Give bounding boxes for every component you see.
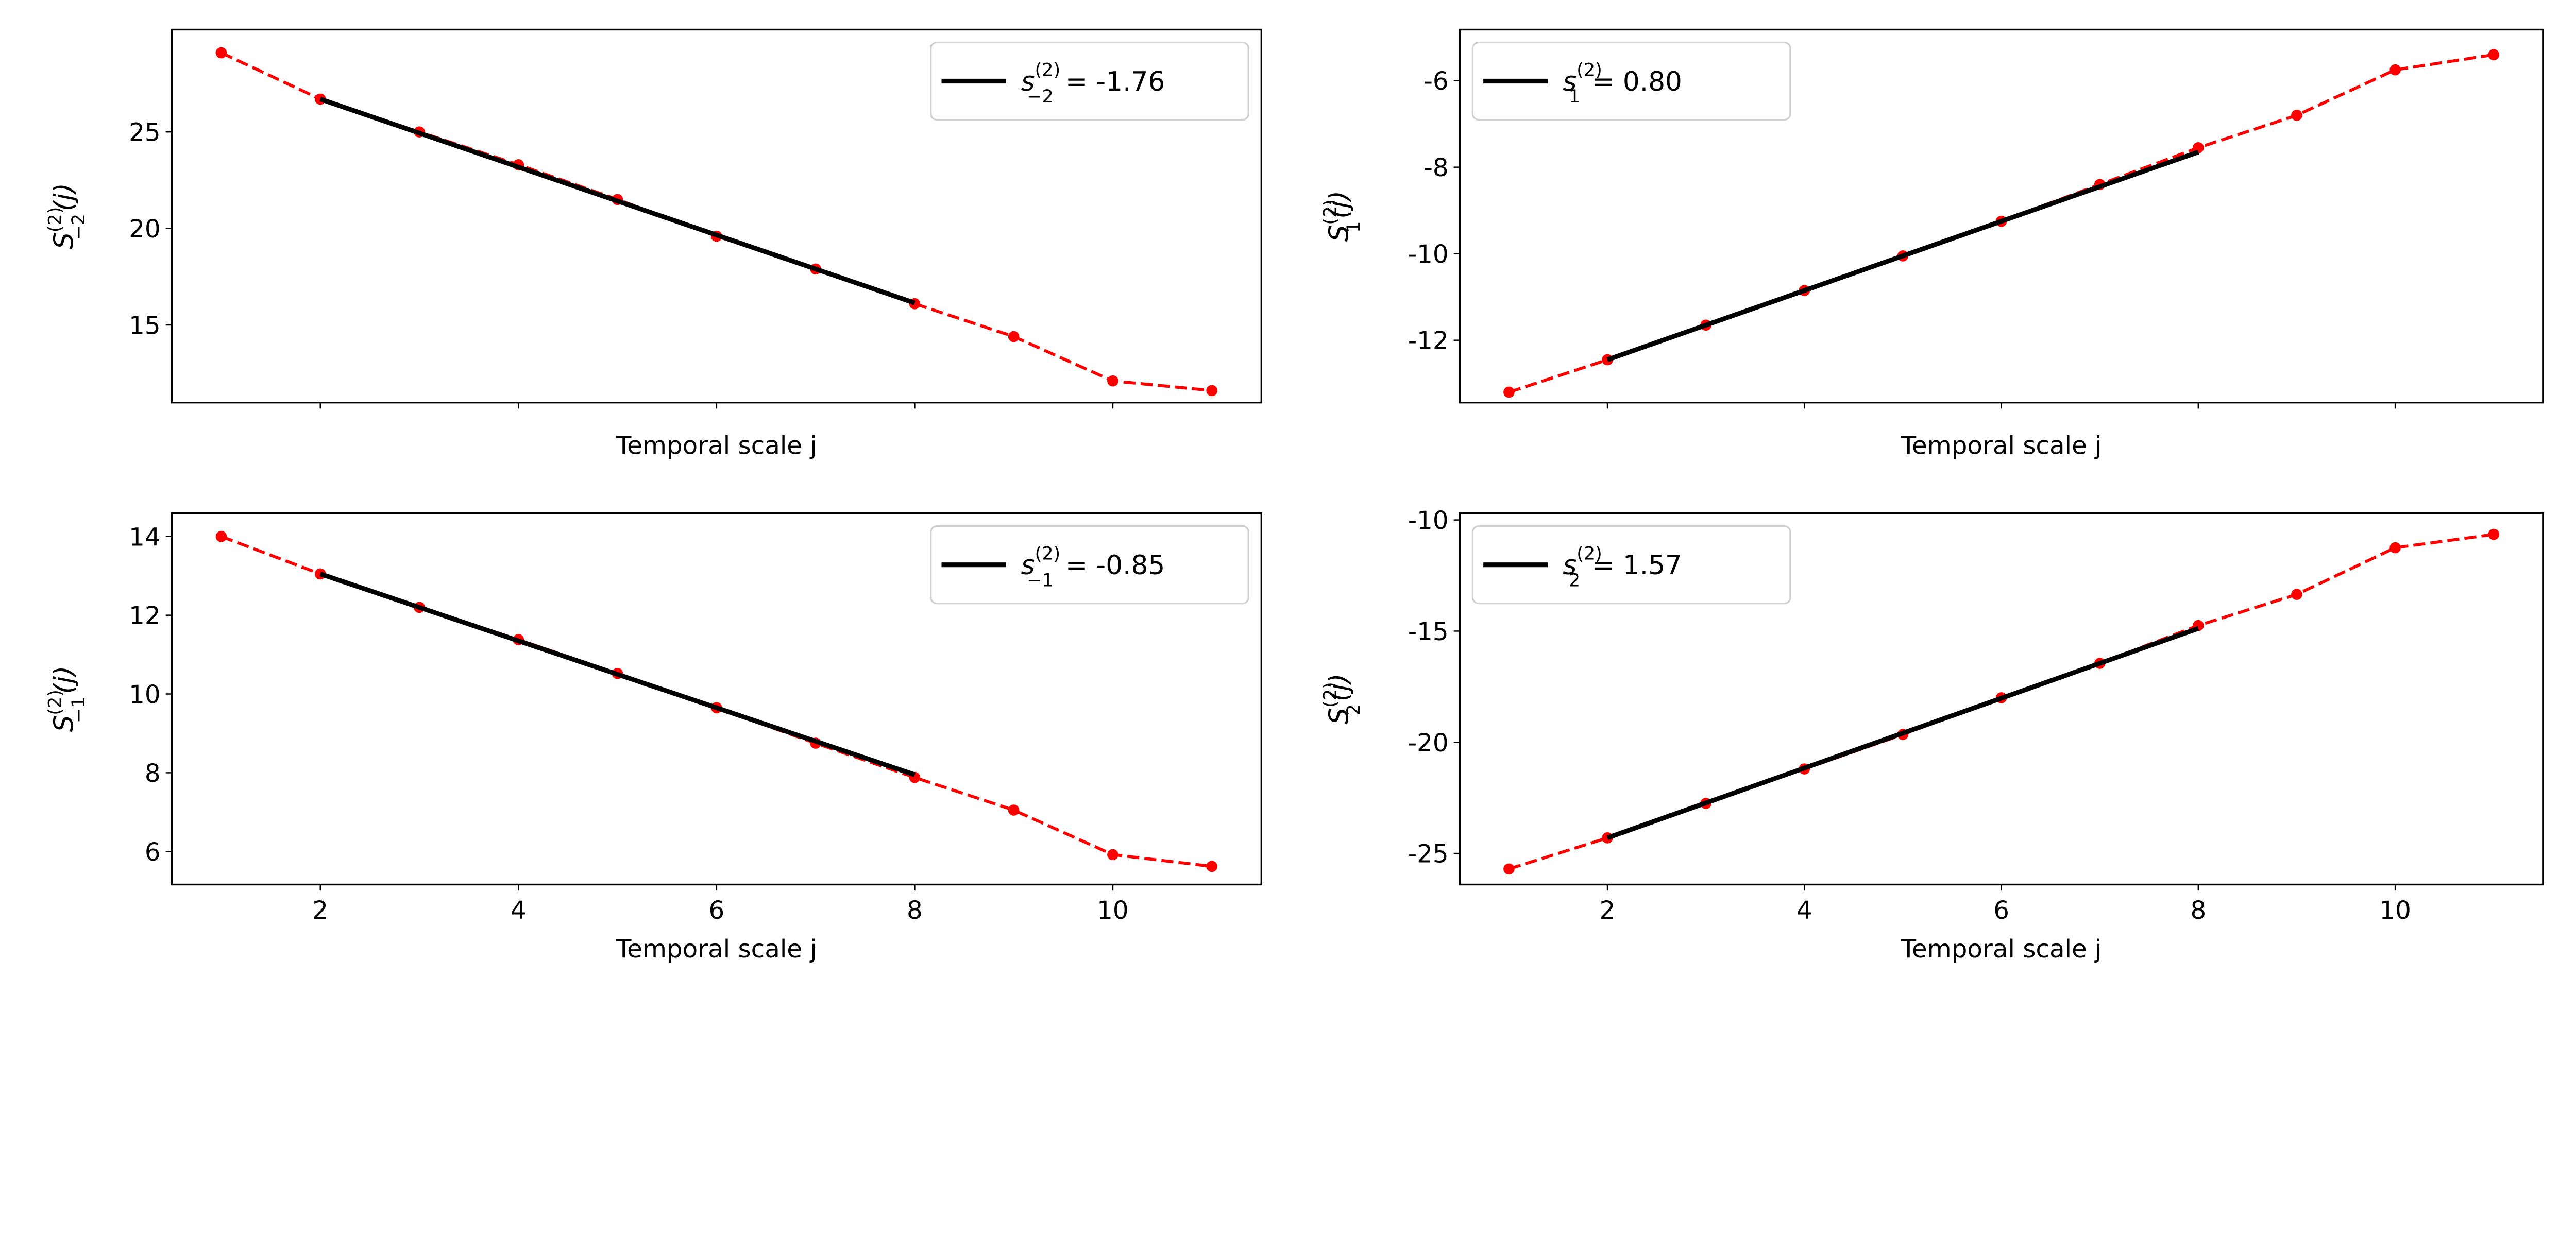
x-tick-label: 10 [1097,896,1129,925]
data-point [2291,110,2302,121]
data-point [215,530,227,542]
x-tick-label: 8 [907,896,923,925]
data-point [2488,528,2500,540]
legend-label: s(2) −1 = -0.85 [1021,544,1165,591]
x-tick-label: 6 [1993,896,2009,925]
y-axis-label: S(2) −1(j) [45,666,89,732]
data-point [1008,804,1020,816]
y-tick-label: -25 [1408,840,1449,869]
data-point [2291,589,2302,600]
subplot-1: 15 20 25 Temporal scale j S(2) −2(j) s(2) −2 = … [45,28,1262,460]
legend: s(2) 2 = 1.57 [1471,525,1791,605]
subplot-4: 2 4 6 8 10 -25 -20 -15 -10 Temporal scale j S(2)2(… [1320,506,2544,964]
subplot-2: -12 -10 -8 -6 Temporal scale j S(2)1(j) s(2) 1 … [1320,28,2544,460]
plot-area [1503,528,2500,875]
y-tick-label: 25 [129,118,160,147]
x-axis-label: Temporal scale j [1901,432,2102,460]
plot-area [1503,49,2500,398]
y-tick-label: 10 [129,680,160,709]
axes-frame [1459,28,2544,404]
x-tick-label: 6 [708,896,724,925]
fit-line [1606,626,2199,840]
legend-label: s(2) 2 = 1.57 [1563,544,1682,591]
plot-area [215,47,1218,397]
subplot-3: 2 4 6 8 10 6 8 10 12 14 Temporal scale j S(2) −1(j) s… [45,512,1262,964]
y-tick-label: 6 [145,838,161,867]
y-tick-label: 15 [129,311,160,340]
x-axis-label: Temporal scale j [616,432,817,460]
x-tick-label: 10 [2379,896,2411,925]
data-point [1503,863,1515,875]
legend-box [930,41,1249,121]
axes-frame [1459,512,2544,886]
y-tick-label: -15 [1408,617,1449,646]
x-tick-label: 4 [1797,896,1812,925]
legend-box [1471,41,1791,121]
x-tick-label: 8 [2190,896,2206,925]
data-point [1008,331,1020,342]
legend-box [1471,525,1791,605]
x-tick-label: 2 [1600,896,1616,925]
y-tick-label: -20 [1408,729,1449,758]
y-tick-label: 14 [129,523,160,552]
legend-label: s(2) −2 = -1.76 [1021,60,1165,108]
y-axis-label: S(2)2(j) [1320,673,1364,724]
data-point [1107,849,1118,861]
data-point [1206,861,1218,872]
y-tick-label: -10 [1408,240,1449,269]
x-axis-label: Temporal scale j [1901,935,2102,964]
y-axis-label: S(2)1(j) [1320,191,1364,242]
fit-line [319,572,916,777]
data-point [1107,375,1118,387]
x-axis-label: Temporal scale j [616,935,817,964]
data-point [215,47,227,59]
legend: s(2) −2 = -1.76 [930,41,1249,121]
x-tick-label: 4 [511,896,527,925]
legend: s(2) −1 = -0.85 [930,525,1249,605]
data-point [2193,142,2204,153]
fit-line [1606,149,2199,362]
y-tick-label: 12 [129,602,160,630]
legend-box [930,525,1249,605]
plot-area [215,530,1218,872]
y-tick-label: 8 [145,759,161,788]
figure: 15 20 25 Temporal scale j S(2) −2(j) s(2) −2 = … [45,28,2544,964]
data-point [2389,64,2401,76]
x-tick-label: 2 [312,896,328,925]
y-tick-label: -6 [1423,67,1448,96]
data-point [2488,49,2500,61]
data-point [1503,386,1515,398]
y-tick-label: -12 [1408,327,1449,355]
legend: s(2) 1 = 0.80 [1471,41,1791,121]
y-tick-label: 20 [129,215,160,244]
legend-label: s(2) 1 = 0.80 [1563,60,1682,108]
fit-line [319,97,916,305]
y-tick-label: -8 [1423,153,1448,182]
axes-frame [171,28,1262,404]
y-axis-label: S(2) −2(j) [45,183,89,249]
data-point [1206,385,1218,397]
y-tick-label: -10 [1408,506,1449,535]
axes-frame [171,512,1262,886]
data-point [2389,542,2401,554]
